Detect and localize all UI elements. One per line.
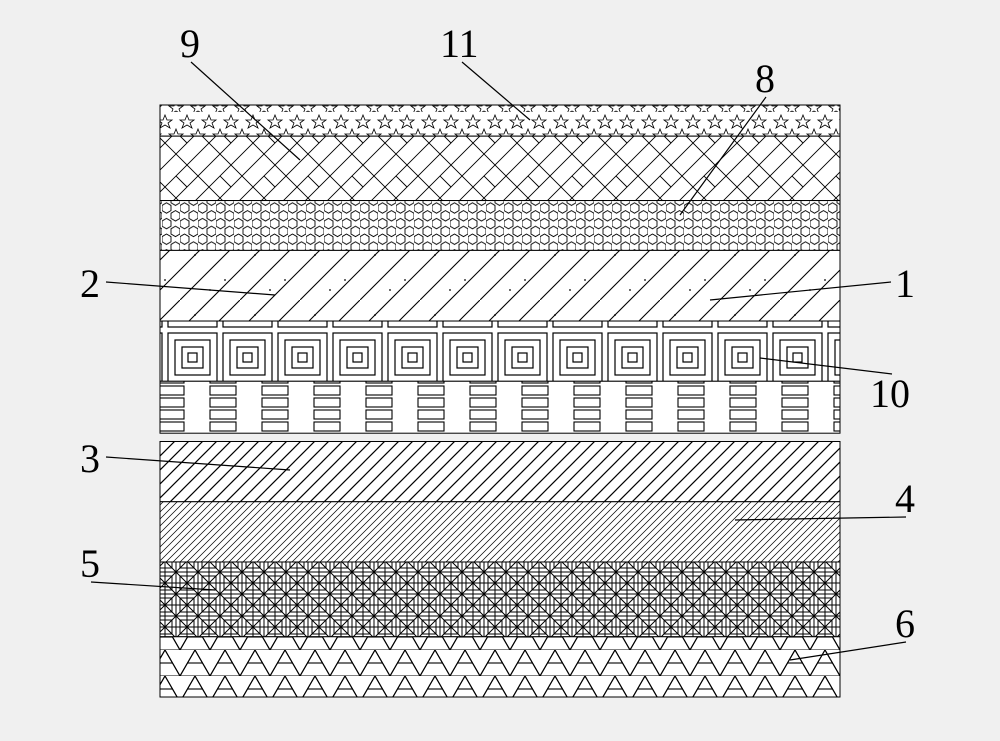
callout-label-6: 6	[895, 600, 915, 647]
layer-L2	[160, 250, 840, 321]
callout-label-9: 9	[180, 20, 200, 67]
layers-group	[160, 105, 840, 697]
layer-L10	[160, 381, 840, 433]
layer-L8	[160, 201, 840, 251]
diagram-svg	[0, 0, 1000, 741]
callout-label-1: 1	[895, 260, 915, 307]
callout-label-5: 5	[80, 540, 100, 587]
callout-label-2: 2	[80, 260, 100, 307]
callout-label-10: 10	[870, 370, 910, 417]
callout-label-4: 4	[895, 475, 915, 522]
layer-L4	[160, 502, 840, 562]
callout-label-3: 3	[80, 435, 100, 482]
layer-L6	[160, 637, 840, 697]
layer-L5	[160, 562, 840, 637]
layer-L11	[160, 105, 840, 136]
layer-L3	[160, 442, 840, 502]
callout-label-8: 8	[755, 55, 775, 102]
layer-L1	[160, 321, 840, 381]
callout-label-11: 11	[440, 20, 479, 67]
layer-L9	[160, 136, 840, 200]
